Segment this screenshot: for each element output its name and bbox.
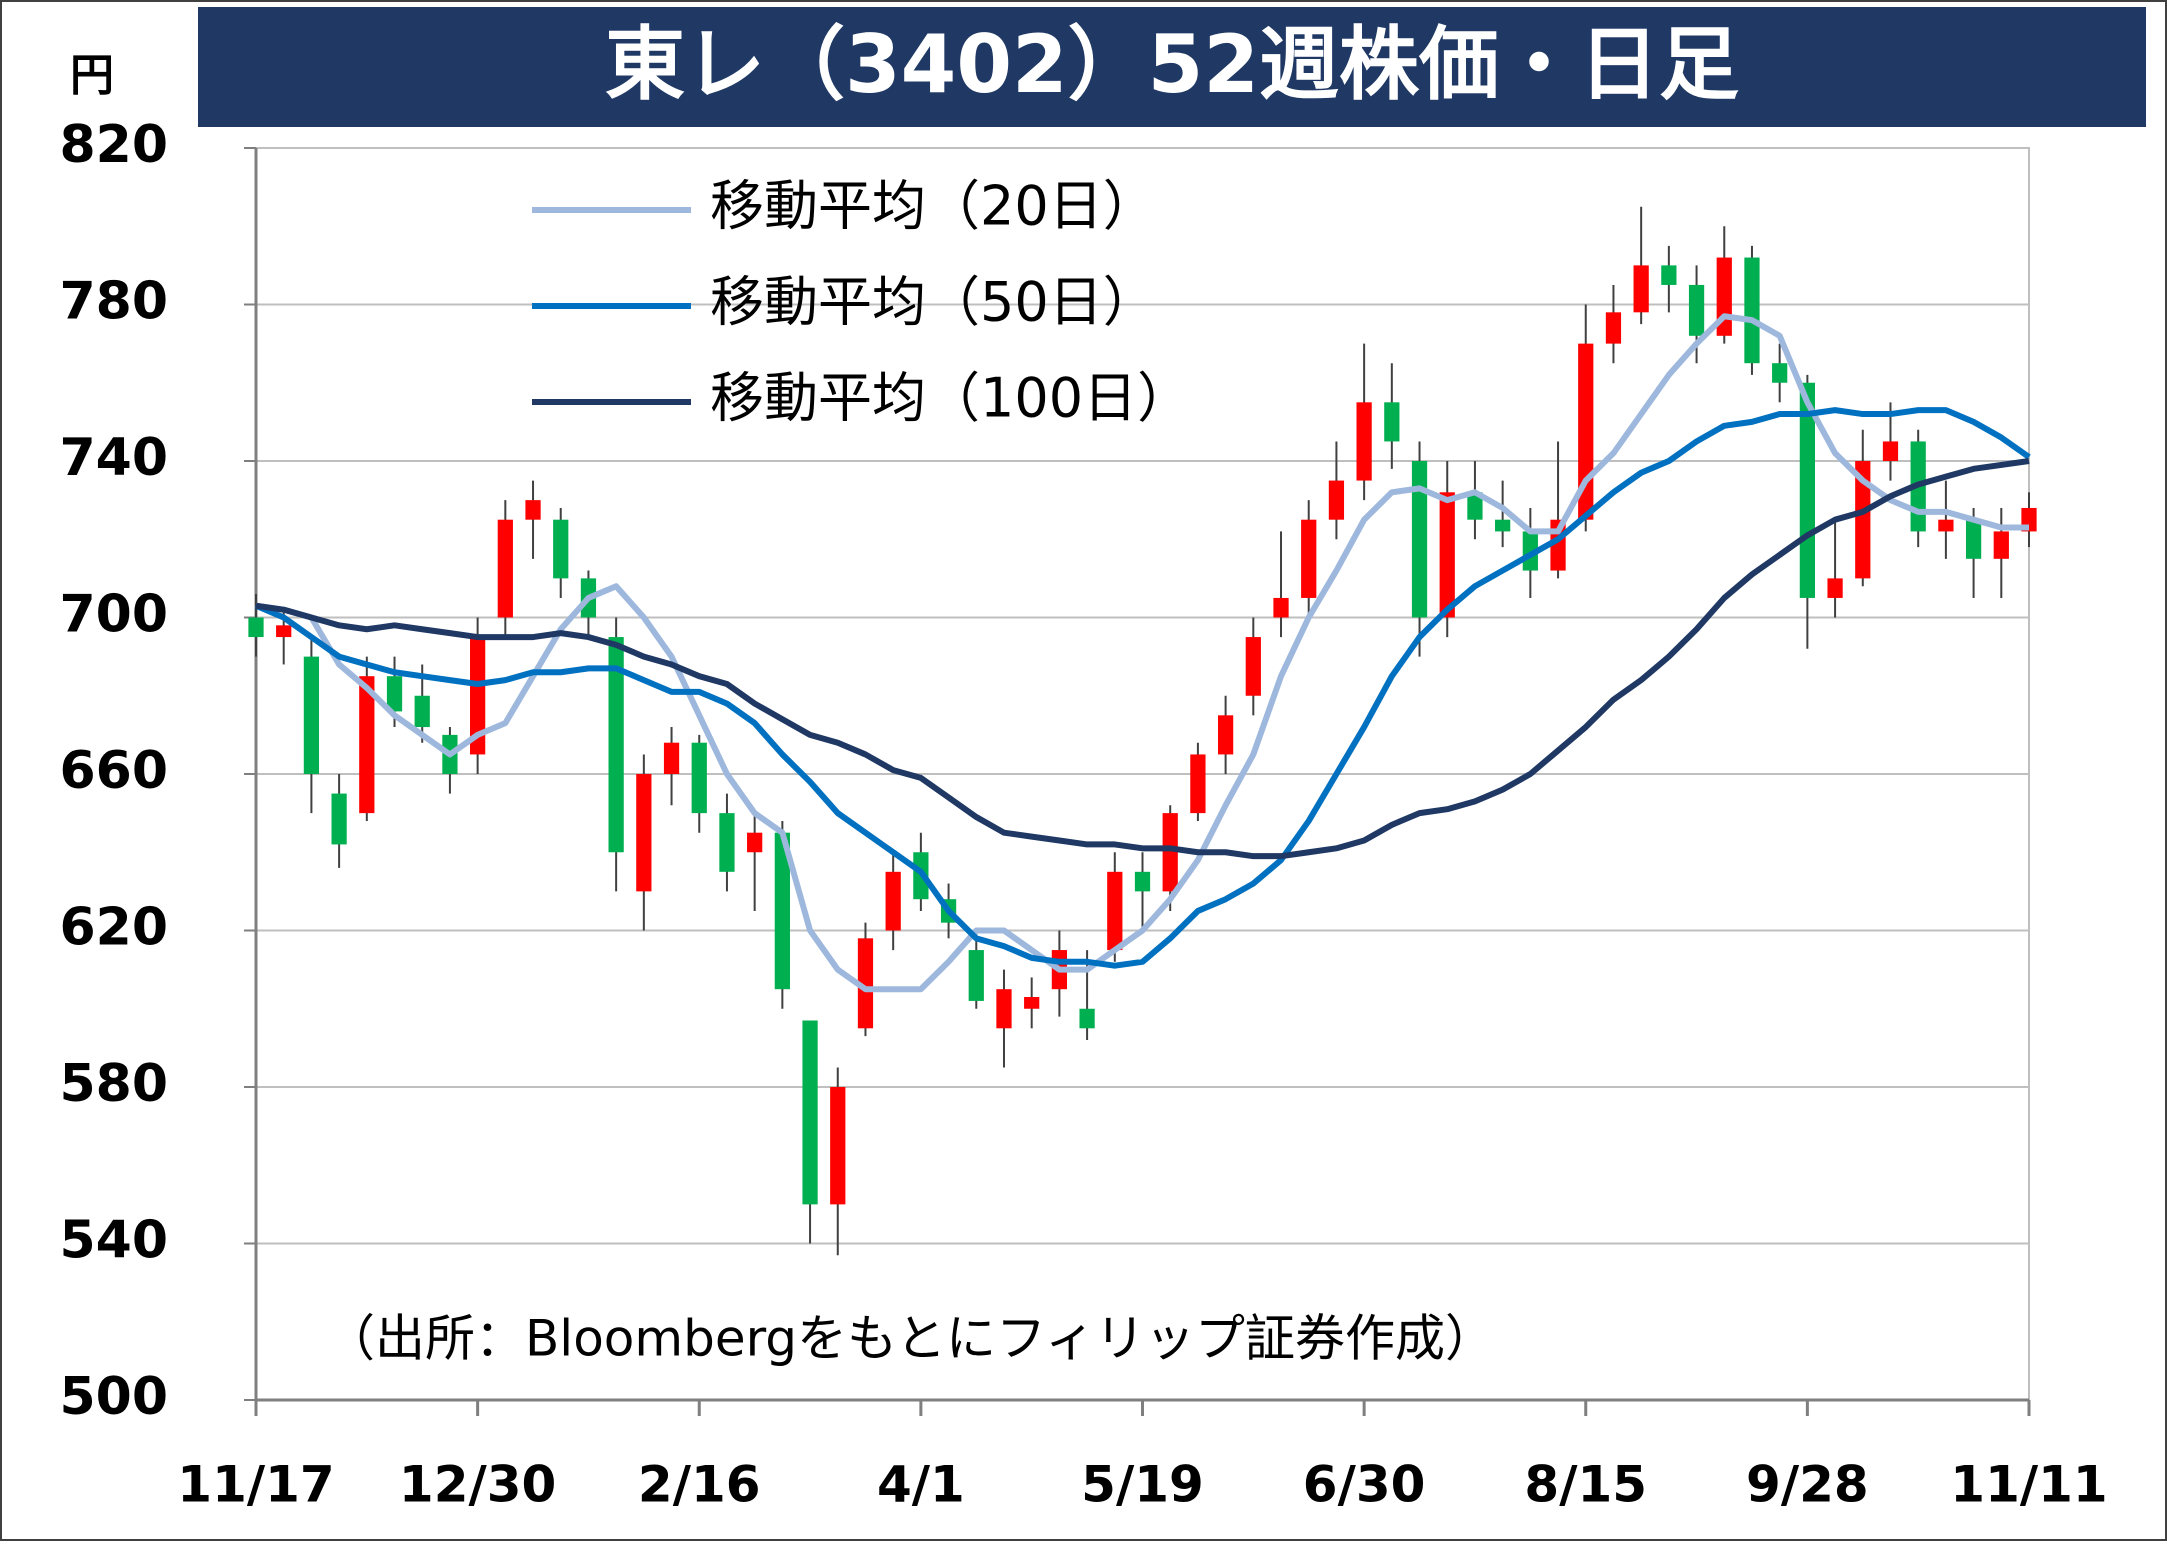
x-tick-label: 11/17 [177, 1456, 334, 1514]
y-tick-label: 700 [59, 585, 168, 645]
candle-body [1882, 441, 1899, 461]
candle-body [414, 695, 430, 728]
candle-body [1605, 312, 1622, 344]
candle-body [1107, 871, 1123, 951]
y-tick-label: 580 [59, 1054, 168, 1114]
candle-body [303, 656, 320, 774]
legend-label: 移動平均（100日） [710, 367, 1191, 430]
candle-body [1938, 519, 1954, 532]
candle-body [1688, 284, 1705, 336]
y-tick-label: 740 [59, 428, 168, 488]
candle-body [996, 989, 1012, 1029]
candle-body [276, 625, 292, 638]
candle-body [525, 500, 541, 520]
candle-body [1633, 265, 1649, 313]
candle-body [1273, 597, 1289, 618]
y-tick-label: 660 [59, 741, 168, 801]
y-tick-label: 500 [59, 1367, 168, 1427]
y-unit: 円 [70, 50, 114, 101]
title-bar [198, 7, 2146, 127]
candle-body [1024, 997, 1040, 1009]
candle-body [1467, 492, 1483, 520]
candle-body [331, 793, 347, 845]
y-tick-label: 780 [59, 272, 168, 332]
candle-body [1965, 519, 1982, 559]
candle-body [359, 676, 375, 814]
candle-body [830, 1087, 846, 1205]
x-tick-label: 9/28 [1746, 1456, 1869, 1514]
candle-body [857, 938, 874, 1029]
candle-body [747, 832, 763, 853]
legend-label: 移動平均（50日） [710, 271, 1157, 334]
x-tick-label: 12/30 [399, 1456, 556, 1514]
candle-body [774, 832, 790, 990]
candle-body [1328, 480, 1345, 520]
candle-body [1384, 402, 1400, 442]
candle-body [1993, 531, 2009, 559]
candle-body [1772, 363, 1788, 383]
candle-body [386, 676, 403, 712]
candle-body [553, 519, 569, 579]
y-tick-label: 540 [59, 1211, 168, 1271]
candle-body [1162, 813, 1178, 892]
candle-body [802, 1020, 818, 1205]
ma-line [255, 458, 2030, 860]
source-note: （出所：Bloombergをもとにフィリップ証券作成） [325, 1310, 1495, 1368]
candle-body [1301, 519, 1317, 598]
candle-body [719, 813, 735, 872]
candle-body [1827, 578, 1843, 598]
candle-body [1411, 461, 1428, 618]
x-tick-label: 11/11 [1950, 1456, 2107, 1514]
candle-body [1245, 637, 1261, 696]
ma-line [254, 407, 2031, 969]
candle-body [470, 637, 486, 755]
candle-body [1522, 531, 1538, 571]
candle-body [968, 950, 984, 1001]
legend-label: 移動平均（20日） [710, 175, 1157, 238]
candle-body [1744, 257, 1760, 364]
candle-body [1495, 519, 1511, 532]
candle-body [1079, 1008, 1095, 1029]
candle-body [1356, 402, 1372, 481]
y-tick-label: 820 [59, 115, 168, 175]
candle-body [885, 871, 901, 931]
candle-body [1217, 715, 1234, 755]
x-tick-label: 6/30 [1303, 1456, 1426, 1514]
candle-body [497, 519, 513, 618]
y-tick-label: 620 [59, 898, 168, 958]
candle-body [636, 774, 652, 892]
x-tick-label: 5/19 [1081, 1456, 1204, 1514]
candle-body [248, 617, 264, 638]
candle-body [1439, 492, 1455, 618]
chart-title: 東レ（3402）52週株価・日足 [605, 18, 1739, 111]
candle-body [663, 742, 680, 774]
candle-body [691, 742, 707, 814]
candle-body [1134, 871, 1151, 892]
candle-body [1855, 461, 1871, 579]
x-tick-label: 2/16 [638, 1456, 761, 1514]
x-tick-label: 8/15 [1524, 1456, 1647, 1514]
candle-body [1661, 265, 1677, 285]
ma-line [255, 313, 2029, 993]
candle-body [1190, 754, 1206, 814]
candle-body [1799, 382, 1815, 598]
x-tick-label: 4/1 [877, 1456, 965, 1514]
candle-body [608, 637, 624, 853]
